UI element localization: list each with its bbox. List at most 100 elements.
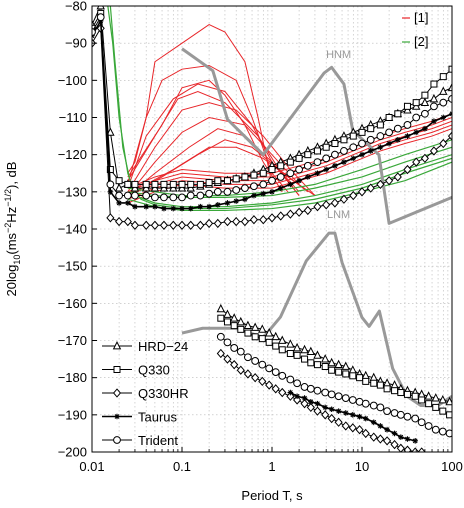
data-point	[411, 392, 419, 400]
data-point	[430, 102, 438, 111]
data-point	[250, 182, 258, 191]
data-point	[124, 180, 132, 188]
data-point	[178, 180, 186, 188]
data-point	[216, 348, 225, 359]
data-point	[361, 428, 370, 439]
data-point	[106, 127, 115, 136]
data-point	[411, 414, 420, 423]
data-point	[236, 347, 245, 356]
y-tick-label: −80	[65, 0, 87, 14]
series-upper-circle	[92, 13, 452, 202]
data-point	[383, 407, 391, 416]
data-point	[258, 335, 266, 343]
series-lower-square	[217, 314, 452, 419]
data-point	[250, 171, 258, 179]
ref1-curve	[127, 117, 452, 193]
data-point	[216, 303, 226, 313]
data-point	[439, 73, 447, 81]
data-point	[327, 413, 336, 424]
data-point	[251, 192, 257, 199]
data-point	[300, 344, 309, 354]
data-point	[241, 173, 249, 181]
data-point	[438, 394, 447, 404]
series-upper-star	[92, 18, 452, 212]
data-point	[384, 426, 390, 433]
data-point	[403, 121, 412, 129]
data-point	[370, 379, 378, 387]
y-tick-label: −140	[58, 222, 87, 237]
data-point	[159, 220, 169, 230]
data-point	[268, 176, 276, 185]
data-point	[286, 209, 295, 219]
data-point	[96, 13, 105, 22]
data-point	[376, 381, 384, 389]
data-point	[131, 191, 139, 200]
data-point	[293, 395, 302, 405]
data-point	[376, 179, 385, 190]
data-point	[331, 140, 339, 148]
data-point	[142, 191, 151, 200]
data-point	[417, 447, 426, 452]
data-point	[115, 177, 123, 185]
reference-legend: [1] [2]	[402, 10, 428, 49]
data-point	[330, 198, 339, 208]
data-point	[213, 218, 222, 229]
data-point	[295, 165, 303, 174]
data-point	[197, 203, 204, 210]
data-point	[362, 415, 369, 422]
legend-marker	[113, 366, 121, 373]
legend-item: Taurus	[102, 410, 178, 425]
data-point	[232, 175, 240, 183]
legend-label: HRD−24	[138, 339, 188, 354]
data-point	[132, 203, 138, 210]
data-point	[420, 153, 429, 164]
data-point	[412, 438, 418, 444]
y-tick-label: −180	[58, 370, 87, 385]
data-point	[412, 99, 420, 107]
data-point	[411, 447, 420, 452]
series-line	[220, 308, 450, 403]
data-point	[358, 139, 366, 148]
model-label: LNM	[327, 209, 350, 221]
data-point	[223, 216, 232, 227]
data-point	[328, 406, 335, 413]
data-point	[323, 166, 329, 173]
legend-item: Trident	[102, 433, 178, 448]
data-point	[264, 328, 274, 337]
data-point	[439, 86, 448, 95]
data-point	[303, 205, 312, 216]
data-point	[237, 325, 245, 333]
data-point	[321, 388, 330, 397]
data-point	[206, 203, 212, 210]
data-point	[367, 125, 375, 133]
data-point	[205, 218, 214, 229]
y-tick-label: −160	[58, 296, 87, 311]
data-point	[205, 179, 213, 187]
data-point	[404, 133, 411, 139]
data-point	[403, 412, 412, 421]
data-point	[334, 392, 343, 401]
data-point	[277, 185, 284, 191]
data-point	[341, 421, 350, 431]
data-point	[295, 207, 304, 217]
x-tick-label: 10	[355, 459, 369, 474]
data-point	[429, 146, 439, 156]
data-point	[331, 150, 339, 159]
data-point	[349, 143, 358, 152]
data-point	[376, 121, 384, 129]
data-point	[334, 417, 343, 427]
y-tick-label: −110	[59, 110, 87, 125]
data-point	[340, 147, 348, 155]
data-point	[321, 363, 329, 371]
data-point	[313, 350, 322, 359]
data-point	[370, 419, 377, 426]
y-title-part-2: 10	[12, 255, 22, 265]
data-point	[232, 186, 241, 194]
data-point	[267, 213, 277, 223]
data-point	[313, 406, 322, 416]
data-point	[432, 403, 440, 411]
y-tick-label: −170	[58, 333, 87, 348]
data-point	[359, 151, 365, 158]
data-point	[369, 401, 378, 410]
data-point	[339, 194, 349, 204]
